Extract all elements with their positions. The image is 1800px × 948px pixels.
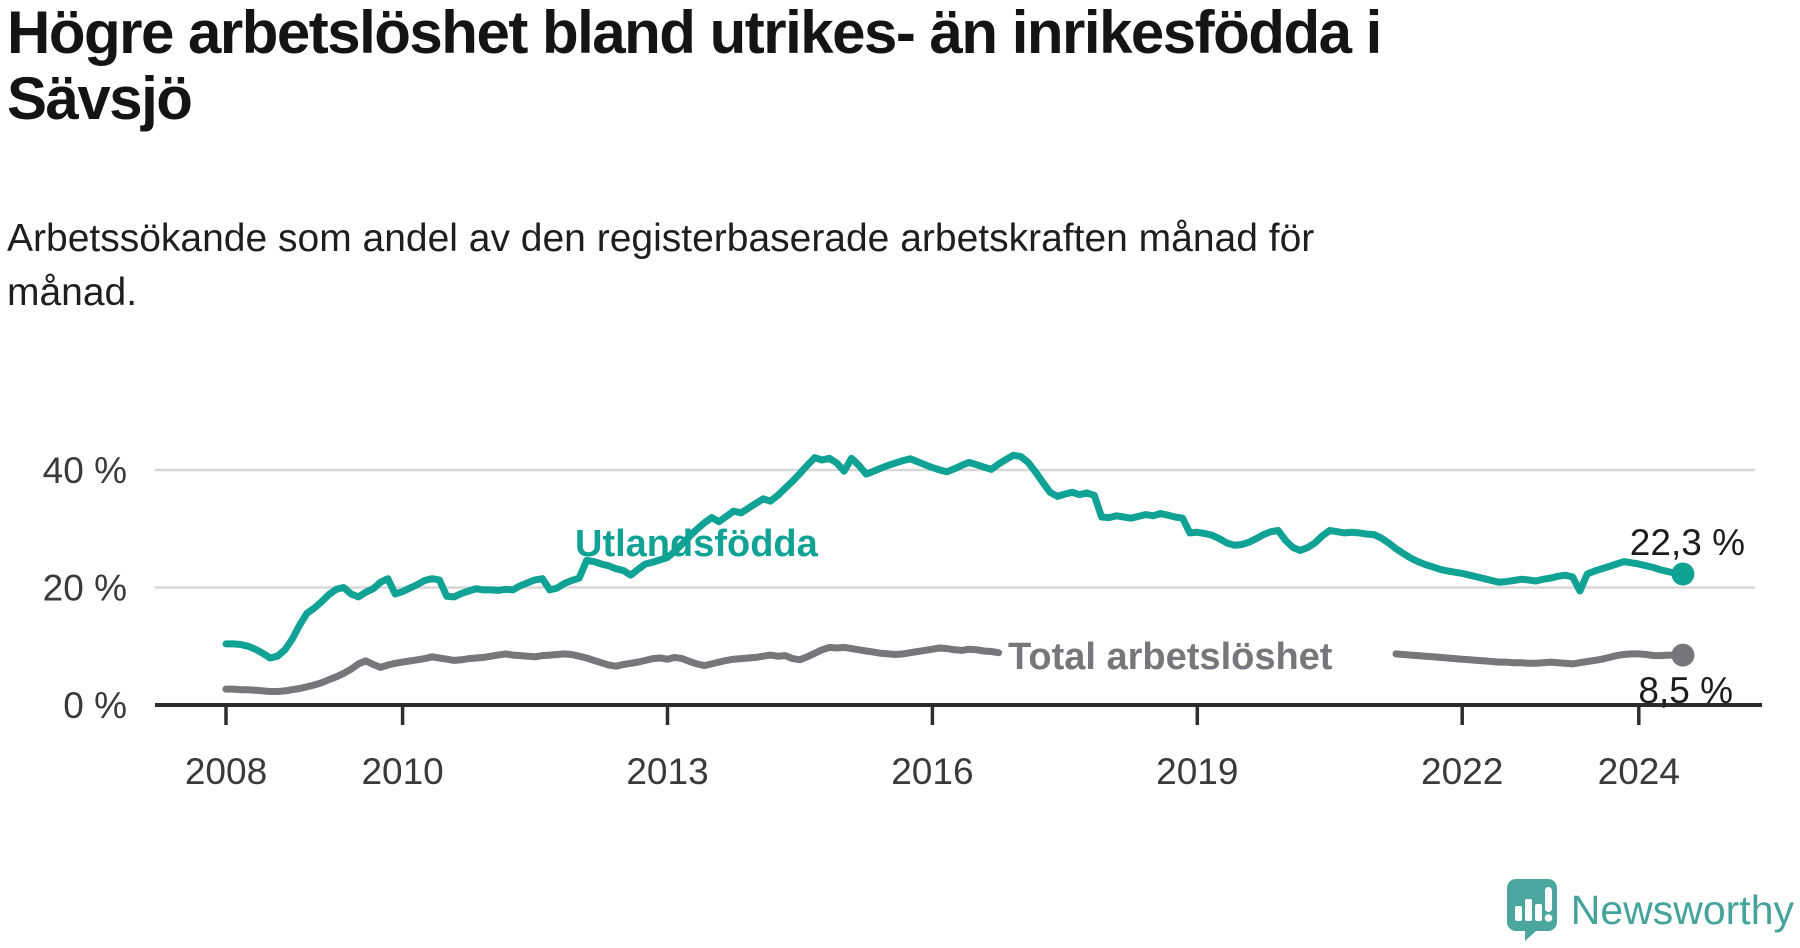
- exclamation-dot: [1544, 914, 1553, 922]
- chart-subtitle-line2: månad.: [7, 270, 138, 314]
- series-group: [222, 451, 1695, 695]
- xtick-label-2019: 2019: [1156, 751, 1238, 792]
- series-label-total: Total arbetslöshet: [1008, 636, 1333, 678]
- end-value-label-utlandsfodda: 22,3 %: [1630, 522, 1745, 563]
- ytick-label-20: 20 %: [43, 568, 127, 609]
- end-value-label-total: 8,5 %: [1638, 670, 1733, 711]
- page-title-line1: Högre arbetslöshet bland utrikes- än inr…: [7, 0, 1382, 66]
- exclamation-bar: [1544, 887, 1552, 912]
- total-end-dot: [1671, 643, 1695, 667]
- bar-2: [1524, 899, 1532, 921]
- page-title-line2: Sävsjö: [7, 65, 193, 132]
- total-line: [222, 643, 1003, 695]
- xtick-label-2022: 2022: [1421, 751, 1503, 792]
- utlandsfodda-end-dot: [1671, 562, 1695, 586]
- xtick-label-2013: 2013: [626, 751, 708, 792]
- ytick-label-40: 40 %: [43, 450, 127, 491]
- series-label-utlandsfodda: Utlandsfödda: [575, 523, 819, 565]
- xtick-label-2016: 2016: [891, 751, 973, 792]
- ytick-label-0: 0 %: [63, 685, 127, 726]
- bar-3: [1534, 904, 1542, 921]
- newsworthy-logo-text: Newsworthy: [1570, 886, 1794, 933]
- total-line: [1392, 650, 1687, 668]
- xtick-label-2024: 2024: [1598, 751, 1680, 792]
- chart-subtitle: Arbetssökande som andel av den registerb…: [7, 212, 1767, 320]
- chart-subtitle-line1: Arbetssökande som andel av den registerb…: [7, 217, 1315, 260]
- xtick-label-2010: 2010: [361, 751, 443, 792]
- xtick-label-2008: 2008: [185, 751, 267, 792]
- gridlines-group: [155, 468, 1755, 589]
- bar-1: [1514, 906, 1522, 921]
- utlandsfodda-line: [222, 451, 1687, 662]
- axis-group: 0 % 20 % 40 % 2008 2010 2013 2016 2019 2022 2024: [43, 450, 1762, 792]
- newsworthy-bubble-icon: [1506, 879, 1557, 941]
- page-title: Högre arbetslöshet bland utrikes- än inr…: [7, 0, 1767, 132]
- newsworthy-logo: Newsworthy: [1506, 878, 1794, 942]
